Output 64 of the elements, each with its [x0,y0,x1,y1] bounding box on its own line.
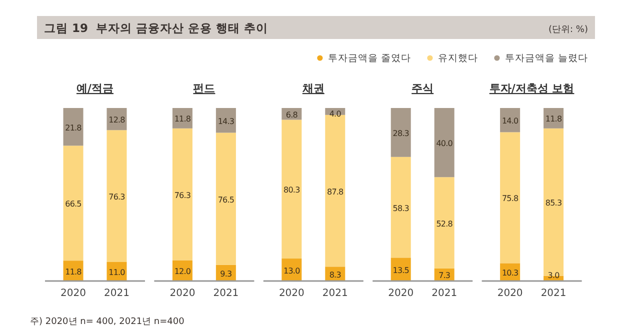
data-label: 9.3 [220,269,232,278]
data-label: 11.0 [108,268,126,277]
data-label: 28.3 [392,128,410,138]
legend-label: 투자금액을 늘렸다 [504,53,588,64]
data-label: 21.8 [65,123,82,132]
x-tick-label: 2021 [213,288,239,300]
data-label: 13.5 [392,266,410,275]
data-label: 76.3 [174,190,191,200]
data-label: 14.3 [218,116,234,126]
chart-title: 펀드 [193,82,216,95]
text: 주) 2020년 n= 400, 2021년 n=400 [30,317,185,327]
x-tick-label: 2020 [497,288,523,300]
x-tick-label: 2021 [432,288,458,300]
bar [172,128,192,260]
bar [390,156,411,258]
data-label: 66.5 [65,200,82,209]
legend-label: 유지했다 [438,53,478,64]
data-label: 7.3 [438,271,450,280]
data-label: 8.3 [329,270,342,280]
data-label: 11.8 [545,114,562,124]
bar [216,108,236,133]
bar [544,108,564,128]
bar [216,132,236,265]
x-tick-label: 2021 [322,288,348,300]
chart-title: 투자/저축성 보험 [489,82,574,95]
x-tick-label: 2021 [104,288,130,300]
bar [390,108,411,157]
data-label: 75.8 [502,194,518,204]
data-label: 12.8 [108,116,126,125]
chart-title: 주식 [412,82,434,95]
bar [434,177,454,268]
data-label: 85.3 [545,198,562,208]
bar [282,120,302,259]
data-label: 58.3 [392,204,410,213]
x-tick-label: 2020 [60,288,86,300]
data-label: 13.0 [284,266,300,276]
bar [106,130,127,262]
caption: 그림 19 부자의 금융자산 운용 행태 추이 [44,21,268,35]
data-label: 76.3 [108,192,126,202]
data-label: 11.8 [65,267,82,276]
data-label: 11.8 [174,114,191,124]
bar [500,132,520,264]
data-label: 12.0 [174,267,191,276]
data-label: 10.3 [502,268,518,278]
bar [434,108,454,178]
x-tick-label: 2020 [388,288,414,300]
bar [500,108,520,132]
chart-title: 예/적금 [76,82,114,95]
data-label: 14.0 [502,116,518,126]
data-label: 52.8 [436,219,453,228]
bar [63,146,84,261]
data-label: 3.0 [548,271,560,280]
data-label: 76.5 [218,195,234,204]
bar [63,108,84,146]
data-label: 87.8 [327,187,344,196]
data-label: 80.3 [284,186,300,195]
x-tick-label: 2020 [170,288,196,300]
data-label: 6.8 [286,110,298,120]
chart-title: 채권 [301,82,324,95]
legend-label: 투자금액을 줄였다 [328,53,411,64]
x-tick-label: 2021 [540,288,566,300]
text: (단위: %) [548,25,588,35]
x-tick-label: 2020 [278,288,304,300]
data-label: 40.0 [436,139,453,148]
